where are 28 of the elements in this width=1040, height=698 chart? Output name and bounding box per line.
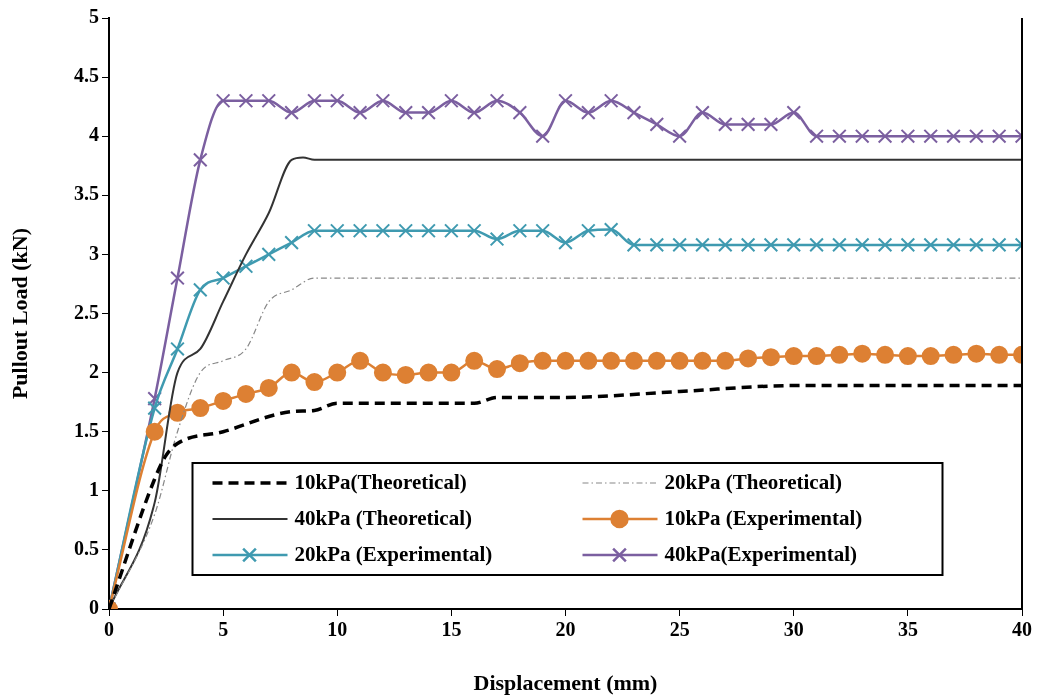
x-tick-label: 40	[1012, 618, 1032, 641]
legend-label: 40kPa(Experimental)	[664, 542, 857, 567]
y-tick-label: 1	[89, 477, 99, 500]
legend-label: 10kPa(Theoretical)	[294, 470, 467, 495]
y-tick-label: 0.5	[74, 537, 99, 560]
x-tick-label: 20	[555, 618, 576, 641]
x-tick-label: 15	[441, 618, 462, 641]
x-axis-title: Displacement (mm)	[473, 670, 658, 696]
legend-label: 10kPa (Experimental)	[664, 506, 863, 531]
x-tick-label: 35	[897, 618, 918, 641]
x-tick-label: 5	[218, 618, 229, 641]
y-tick-label: 4	[89, 123, 99, 146]
x-tick-label: 0	[104, 618, 114, 641]
x-tick-label: 25	[669, 618, 690, 641]
y-axis-title: Pullout Load (kN)	[6, 227, 32, 400]
x-tick-label: 10	[327, 618, 348, 641]
legend-label: 20kPa (Experimental)	[294, 542, 493, 567]
y-tick-label: 2.5	[74, 300, 99, 323]
y-tick-label: 3	[89, 241, 99, 264]
y-tick-label: 1.5	[74, 418, 99, 441]
x-tick-label: 30	[783, 618, 804, 641]
y-tick-label: 3.5	[74, 182, 99, 205]
y-tick-label: 0	[89, 596, 99, 619]
y-tick-label: 2	[89, 359, 99, 382]
legend-label: 20kPa (Theoretical)	[664, 470, 842, 495]
y-tick-label: 4.5	[74, 64, 99, 87]
legend-label: 40kPa (Theoretical)	[294, 506, 472, 531]
y-tick-label: 5	[89, 5, 99, 28]
